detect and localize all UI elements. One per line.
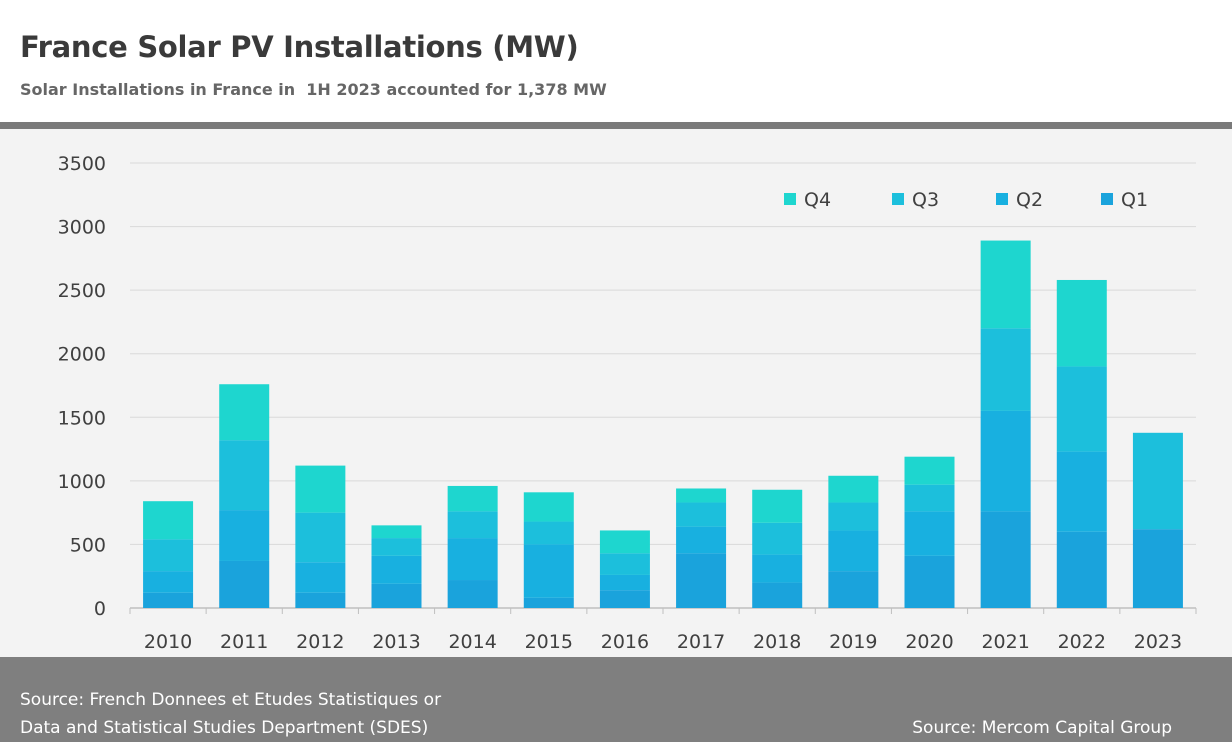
bar-2020-Q3 [904, 484, 955, 512]
chart-subtitle: Solar Installations in France in 1H 2023… [20, 80, 607, 99]
bar-2018-Q3 [752, 522, 803, 555]
legend-swatch-q4 [784, 193, 796, 205]
bar-2022-Q3 [1056, 366, 1107, 452]
x-tick-label: 2020 [905, 631, 953, 653]
footer-bar [0, 657, 1232, 742]
bar-2016-Q4 [599, 530, 650, 554]
bar-2013-Q3 [371, 538, 422, 556]
bar-2015-Q2 [523, 544, 574, 598]
bar-2020-Q2 [904, 511, 955, 556]
bar-2013-Q1 [371, 583, 422, 608]
bar-2014-Q2 [447, 538, 498, 581]
bar-2011-Q4 [219, 384, 270, 441]
x-tick-label: 2012 [296, 631, 344, 653]
legend-swatch-q3 [892, 193, 904, 205]
x-tick-label: 2022 [1058, 631, 1106, 653]
source-left-line2: Data and Statistical Studies Department … [20, 718, 429, 738]
bar-2023-Q1 [1132, 529, 1183, 608]
bar-2017-Q3 [676, 502, 727, 527]
x-tick-label: 2019 [829, 631, 877, 653]
bar-2020-Q4 [904, 456, 955, 485]
bar-2021-Q4 [980, 240, 1031, 329]
legend-label-q1: Q1 [1121, 189, 1148, 211]
x-tick-label: 2011 [220, 631, 268, 653]
bar-2016-Q1 [599, 590, 650, 608]
x-tick-label: 2016 [601, 631, 649, 653]
x-tick-label: 2010 [144, 631, 192, 653]
y-tick-label: 1500 [58, 407, 106, 429]
y-tick-label: 500 [70, 534, 106, 556]
bar-2019-Q1 [828, 571, 879, 608]
bar-2013-Q2 [371, 555, 422, 584]
bar-2023-Q3 [1132, 432, 1183, 530]
bar-2018-Q2 [752, 554, 803, 583]
y-tick-label: 3500 [58, 153, 106, 175]
x-tick-label: 2023 [1134, 631, 1182, 653]
bar-2010-Q2 [143, 571, 194, 593]
x-tick-label: 2018 [753, 631, 801, 653]
legend-item-q2: Q2 [996, 189, 1043, 211]
x-tick-label: 2013 [372, 631, 420, 653]
bar-2014-Q4 [447, 485, 498, 512]
bar-2017-Q1 [676, 553, 727, 608]
x-tick-label: 2014 [448, 631, 496, 653]
y-tick-label: 2500 [58, 280, 106, 302]
bar-2011-Q3 [219, 440, 270, 511]
bar-2021-Q1 [980, 511, 1031, 608]
bar-2013-Q4 [371, 525, 422, 539]
bar-2022-Q4 [1056, 279, 1107, 367]
bar-2012-Q4 [295, 465, 346, 513]
bar-2019-Q2 [828, 530, 879, 572]
bar-2021-Q2 [980, 410, 1031, 512]
x-tick-label: 2021 [981, 631, 1029, 653]
bar-2018-Q1 [752, 582, 803, 608]
legend-label-q2: Q2 [1016, 189, 1043, 211]
bar-2014-Q3 [447, 511, 498, 539]
bar-2010-Q1 [143, 592, 194, 608]
bar-2011-Q1 [219, 560, 270, 608]
bar-2022-Q2 [1056, 451, 1107, 532]
x-tick-label: 2015 [525, 631, 573, 653]
legend-swatch-q2 [996, 193, 1008, 205]
bar-2015-Q3 [523, 521, 574, 545]
bar-2012-Q2 [295, 562, 346, 593]
legend-label-q4: Q4 [804, 189, 831, 211]
y-tick-label: 2000 [58, 344, 106, 366]
y-tick-label: 3000 [58, 217, 106, 239]
bar-2015-Q1 [523, 597, 574, 608]
bar-2018-Q4 [752, 489, 803, 523]
bar-2019-Q4 [828, 475, 879, 503]
bar-2010-Q4 [143, 501, 194, 540]
bar-2010-Q3 [143, 539, 194, 572]
bar-2016-Q3 [599, 553, 650, 575]
bar-2014-Q1 [447, 580, 498, 608]
chart-header: France Solar PV Installations (MW) Solar… [0, 0, 1232, 122]
legend-item-q1: Q1 [1101, 189, 1148, 211]
chart-title: France Solar PV Installations (MW) [20, 30, 579, 64]
bar-2011-Q2 [219, 510, 270, 561]
source-right: Source: Mercom Capital Group [912, 718, 1172, 738]
bar-2012-Q1 [295, 592, 346, 608]
bar-2017-Q4 [676, 488, 727, 503]
bar-2015-Q4 [523, 492, 574, 522]
y-tick-label: 1000 [58, 471, 106, 493]
legend-label-q3: Q3 [912, 189, 939, 211]
bar-2016-Q2 [599, 574, 650, 591]
legend-item-q4: Q4 [784, 189, 831, 211]
bar-2021-Q3 [980, 328, 1031, 411]
bar-2017-Q2 [676, 526, 727, 554]
header-divider [0, 122, 1232, 129]
bar-2012-Q3 [295, 512, 346, 563]
legend-swatch-q1 [1101, 193, 1113, 205]
bar-2022-Q1 [1056, 531, 1107, 608]
y-tick-label: 0 [94, 598, 106, 620]
source-left-line1: Source: French Donnees et Etudes Statist… [20, 690, 442, 710]
bar-2020-Q1 [904, 555, 955, 608]
bar-2019-Q3 [828, 502, 879, 531]
source-left: Source: French Donnees et Etudes Statist… [20, 686, 441, 742]
legend-item-q3: Q3 [892, 189, 939, 211]
stacked-bar-chart: 0 500 1000 1500 2000 2500 3000 3500 2010 2011 2012… [58, 153, 1197, 653]
x-tick-label: 2017 [677, 631, 725, 653]
